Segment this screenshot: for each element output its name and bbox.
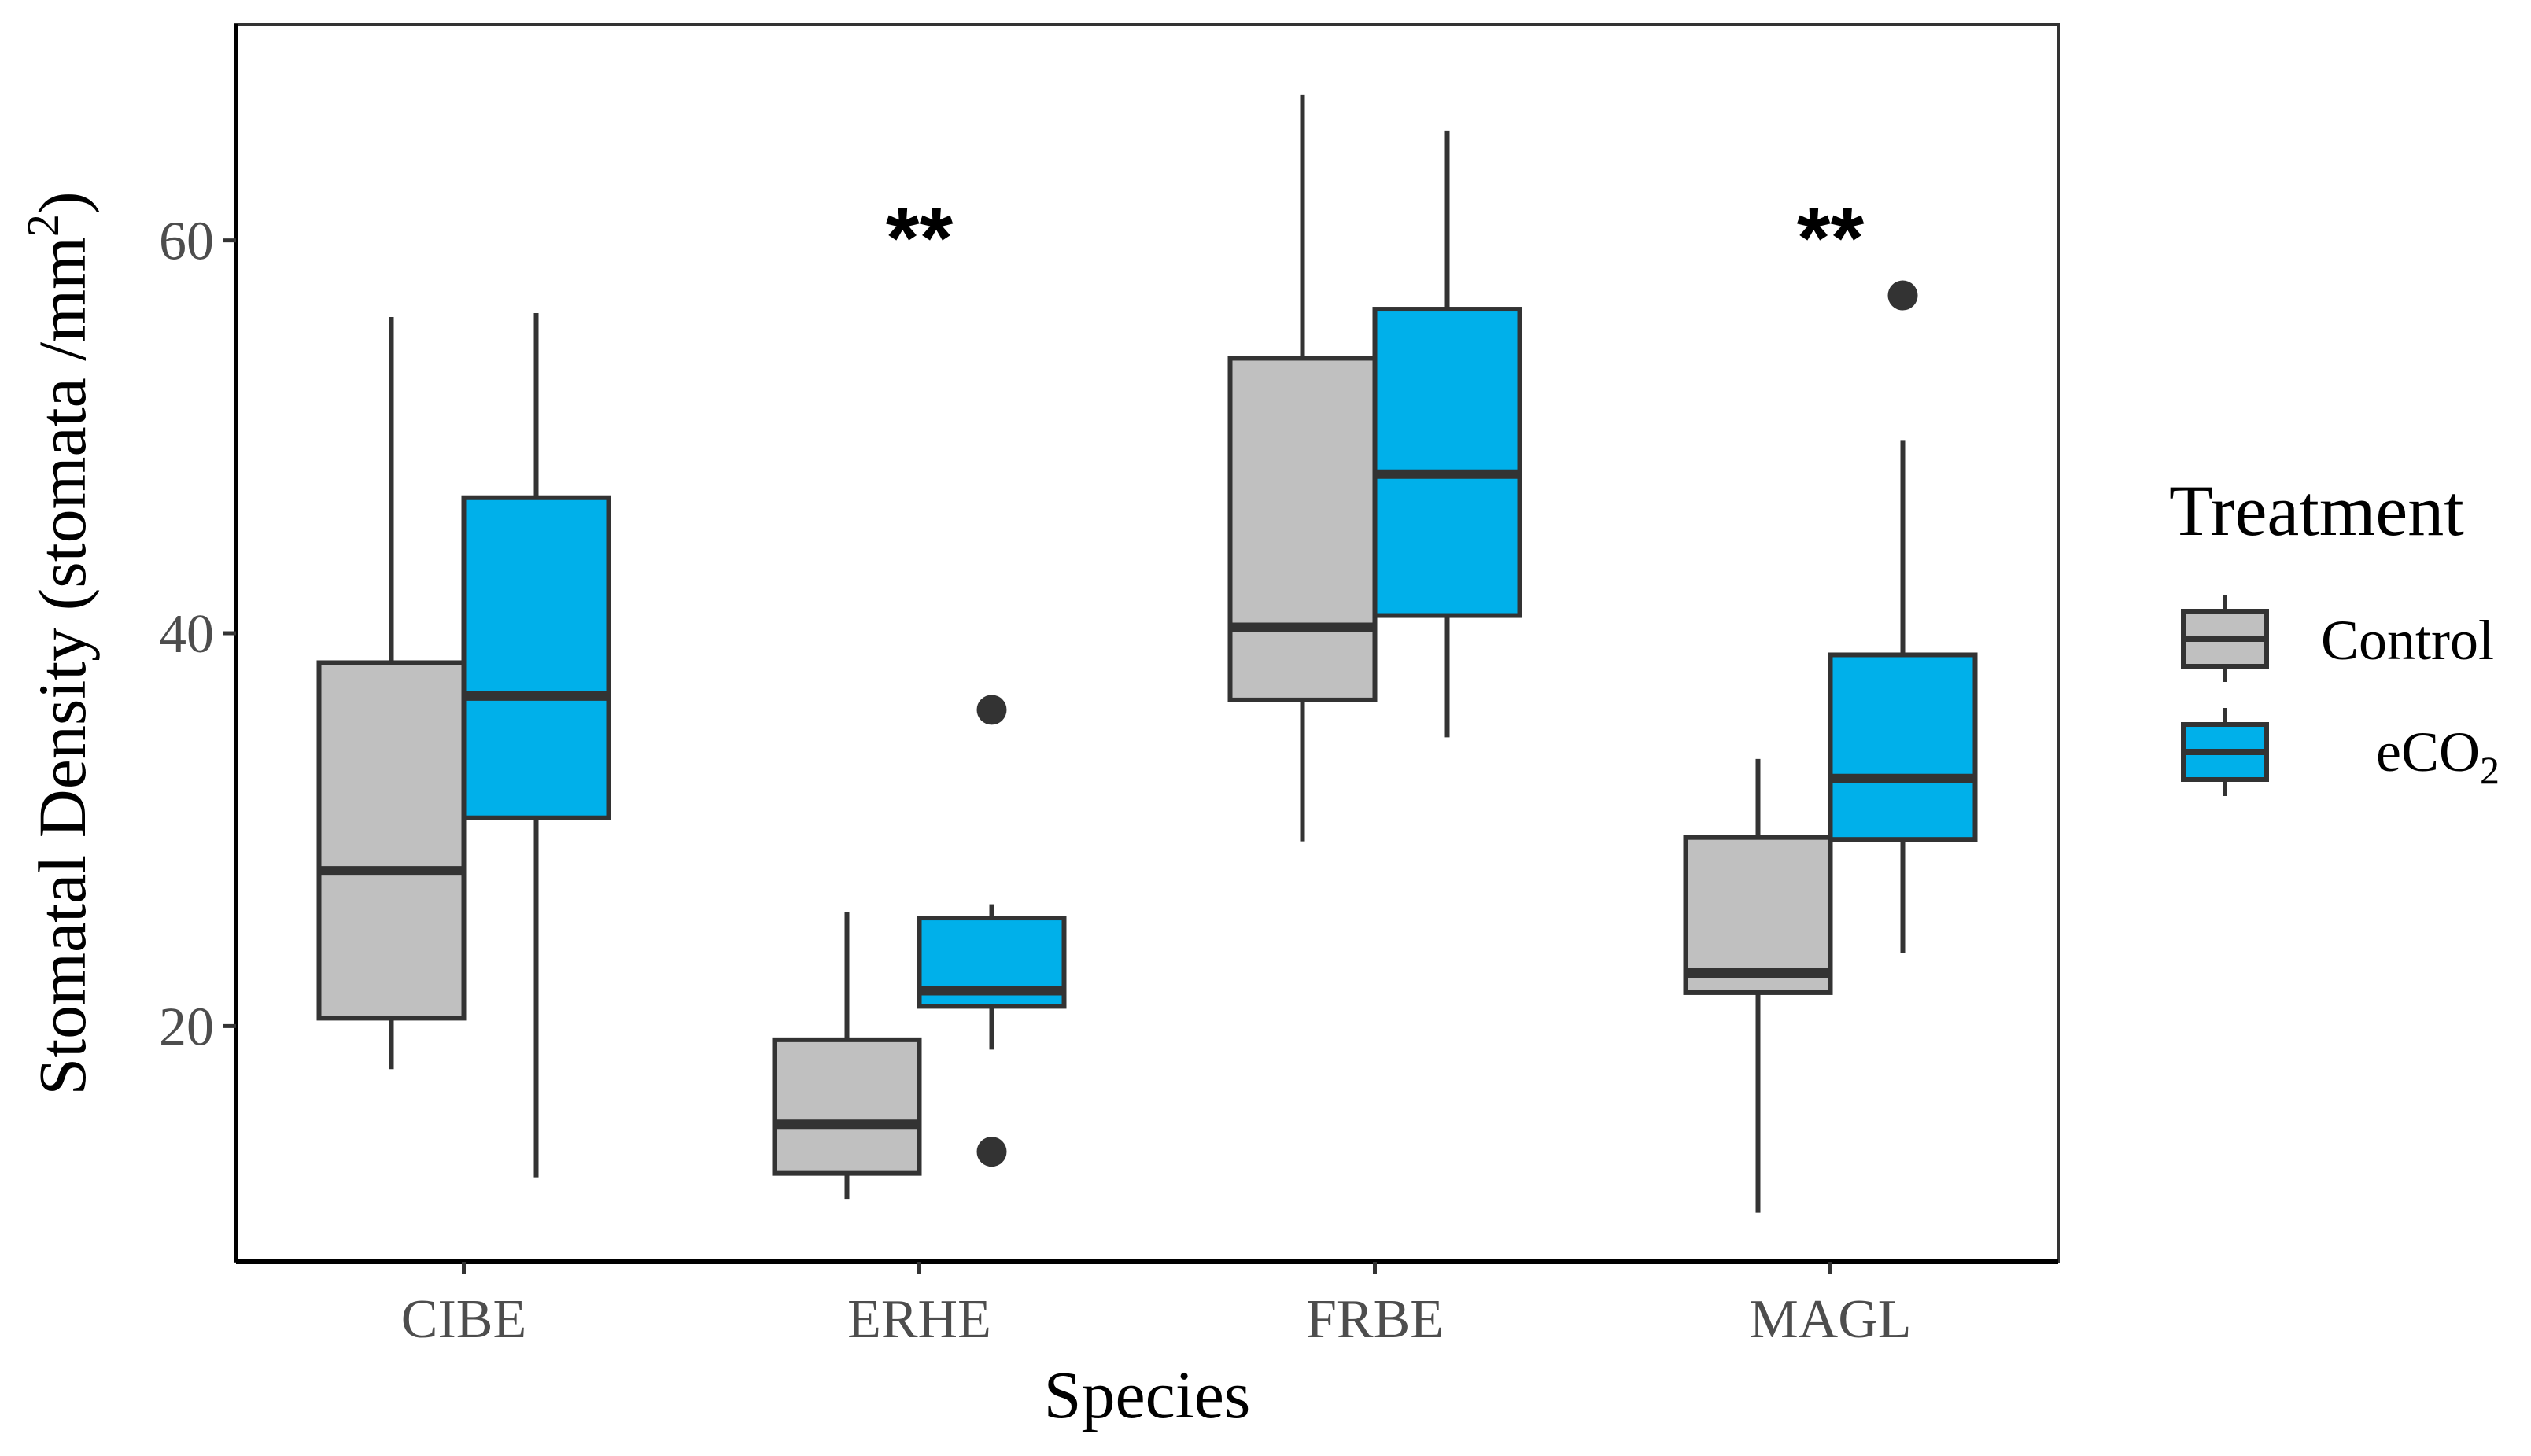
y-axis-title-superscript: 2	[17, 214, 68, 237]
significance-label: **	[886, 190, 954, 287]
x-axis-title: Species	[1044, 1357, 1251, 1432]
y-tick-label: 40	[159, 604, 214, 665]
y-axis-title: Stomatal Density (stomata /mm2)	[17, 191, 100, 1095]
x-tick-label: CIBE	[401, 1289, 526, 1350]
x-tick-label: FRBE	[1306, 1289, 1444, 1350]
y-tick-label: 60	[159, 212, 214, 272]
box-cibe-eco2	[461, 313, 611, 1178]
box-iqr	[772, 1037, 922, 1176]
outlier-point	[1887, 280, 1918, 311]
box-cibe-control	[316, 317, 467, 1070]
box-erhe-eco2	[917, 695, 1067, 1167]
x-tick-label: ERHE	[847, 1289, 991, 1350]
box-iqr	[1683, 835, 1833, 995]
box-iqr	[1828, 652, 1978, 842]
y-axis-title-main: Stomatal Density (stomata /mm	[24, 237, 100, 1096]
box-frbe-control	[1227, 94, 1378, 842]
box-magl-control	[1683, 758, 1833, 1213]
legend-label-control: Control	[2321, 609, 2494, 672]
outlier-point	[976, 1137, 1007, 1167]
box-iqr	[1227, 356, 1378, 702]
box-frbe-eco2	[1372, 130, 1522, 738]
box-erhe-control	[772, 912, 922, 1200]
outlier-point	[976, 695, 1007, 725]
box-iqr	[316, 660, 467, 1021]
y-axis-title-close: )	[24, 191, 100, 214]
box-magl-eco2	[1828, 280, 1978, 953]
legend-title: Treatment	[2169, 470, 2464, 551]
legend: Treatment Control eCO2	[2169, 470, 2500, 796]
y-tick-label: 20	[159, 997, 214, 1057]
box-iqr	[461, 495, 611, 820]
significance-label: **	[1797, 190, 1865, 287]
legend-label-eco2-main: eCO	[2376, 721, 2480, 783]
legend-label-eco2: eCO2	[2376, 721, 2500, 792]
box-iqr	[1372, 307, 1522, 618]
x-tick-label: MAGL	[1749, 1289, 1911, 1350]
legend-label-eco2-subscript: 2	[2480, 748, 2500, 792]
